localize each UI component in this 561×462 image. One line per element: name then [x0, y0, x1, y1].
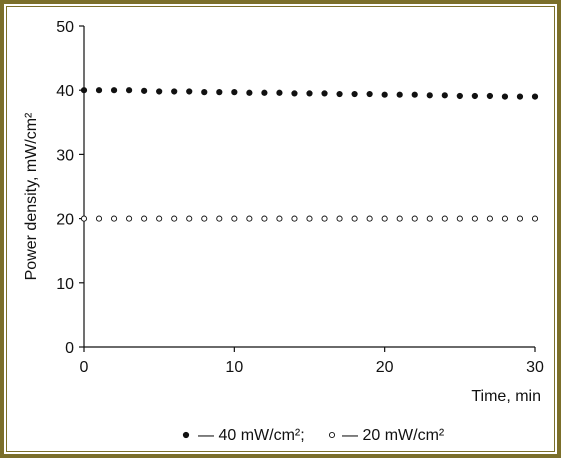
open-point	[246, 215, 253, 222]
open-point	[171, 215, 178, 222]
filled-point	[171, 88, 178, 95]
filled-point	[441, 92, 448, 99]
open-point	[351, 215, 358, 222]
open-point	[531, 215, 539, 222]
filled-point	[381, 91, 388, 98]
y-tick-label: 20	[56, 212, 74, 229]
open-point	[95, 215, 103, 222]
filled-point	[156, 88, 163, 95]
x-tick-label: 20	[376, 359, 394, 376]
open-point	[426, 215, 433, 222]
filled-point	[351, 90, 358, 98]
filled-point	[531, 93, 539, 100]
open-point	[336, 215, 343, 222]
open-point	[186, 215, 193, 222]
filled-point	[516, 93, 524, 100]
open-point	[516, 215, 524, 222]
open-point	[396, 215, 403, 222]
filled-point	[95, 87, 103, 94]
filled-point	[336, 90, 343, 98]
legend-marker-open	[328, 431, 336, 439]
open-point	[441, 215, 448, 222]
filled-point	[110, 87, 118, 94]
filled-point	[291, 90, 298, 97]
x-axis-title: Time, min	[471, 388, 541, 405]
open-point	[126, 215, 133, 222]
legend-label-2: — 20 mW/cm²	[342, 427, 445, 444]
open-point	[306, 215, 313, 222]
open-point	[80, 215, 88, 222]
filled-point	[471, 92, 478, 100]
open-point	[141, 215, 148, 222]
x-tick-label: 0	[80, 359, 89, 376]
filled-point	[426, 92, 433, 99]
open-point	[261, 215, 268, 222]
filled-point	[141, 87, 148, 94]
y-tick-label: 10	[56, 276, 74, 293]
open-point	[321, 215, 328, 222]
series-layer	[80, 87, 539, 222]
axes	[83, 26, 535, 348]
filled-point	[261, 89, 268, 96]
filled-point	[231, 89, 238, 96]
y-tick-label: 40	[56, 83, 74, 100]
open-point	[231, 215, 238, 222]
legend: — 40 mW/cm²; — 20 mW/cm²	[182, 427, 445, 444]
open-point	[291, 215, 298, 222]
y-axis-title: Power density, mW/cm²	[23, 112, 40, 280]
open-point	[111, 215, 118, 222]
filled-point	[396, 91, 403, 98]
filled-point	[486, 92, 494, 100]
filled-point	[276, 89, 283, 96]
filled-point	[456, 92, 463, 100]
filled-point	[306, 90, 313, 97]
open-point	[411, 215, 418, 222]
filled-point	[80, 87, 88, 94]
ticks: 0 10 20 30 40 50 0 10 20 30	[56, 19, 544, 376]
filled-point	[216, 89, 223, 96]
open-point	[381, 215, 388, 222]
legend-marker-filled	[182, 431, 190, 439]
open-point	[201, 215, 208, 222]
filled-point	[321, 90, 328, 97]
filled-point	[125, 87, 133, 94]
open-point	[156, 215, 163, 222]
x-tick-label: 10	[225, 359, 243, 376]
open-point	[486, 215, 493, 222]
open-point	[471, 215, 478, 222]
filled-point	[186, 88, 193, 95]
open-point	[276, 215, 283, 222]
filled-point	[411, 91, 418, 98]
y-tick-label: 50	[56, 19, 74, 36]
open-point	[456, 215, 463, 222]
filled-point	[246, 89, 253, 96]
y-tick-label: 30	[56, 147, 74, 164]
series-2	[80, 215, 539, 222]
power-density-chart: 0 10 20 30 40 50 0 10 20 30 Time, min Power densi…	[23, 19, 544, 444]
x-tick-label: 30	[526, 359, 544, 376]
filled-point	[366, 90, 373, 98]
filled-point	[501, 93, 509, 100]
y-tick-label: 0	[65, 340, 74, 357]
open-point	[501, 215, 508, 222]
legend-label-1: — 40 mW/cm²;	[198, 427, 305, 444]
filled-point	[201, 89, 208, 96]
series-1	[80, 87, 539, 100]
open-point	[366, 215, 373, 222]
open-point	[216, 215, 223, 222]
